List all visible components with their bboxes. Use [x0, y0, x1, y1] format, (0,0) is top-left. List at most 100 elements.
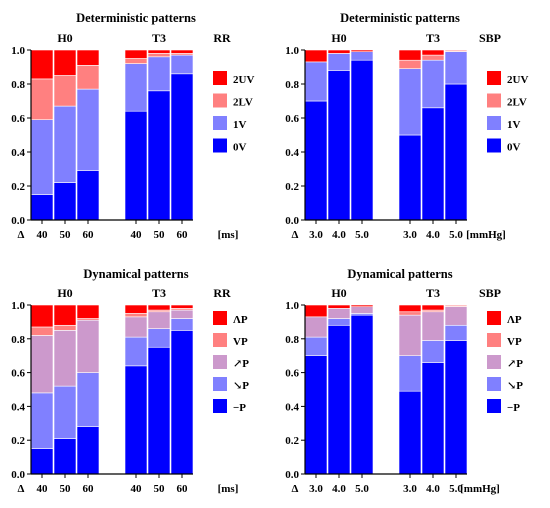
bar-segment-1V-3	[350, 51, 374, 61]
unit-label: [mmHg]	[460, 483, 500, 495]
bar-segment-P-1	[304, 336, 328, 356]
legend-label-4: ↘P	[233, 380, 249, 392]
bar-segment-P-6	[170, 304, 194, 309]
x-tick-label: 60	[177, 483, 189, 495]
bar-segment-2LV-5	[421, 54, 445, 61]
bar-segment-P-1	[304, 304, 328, 318]
bar-segment-2UV-1	[30, 49, 54, 80]
bar-segment-P-6	[444, 306, 468, 326]
legend-label-1: ΛP	[507, 314, 522, 326]
x-tick-label: 5.0	[355, 229, 369, 241]
bar-segment-VP-4	[124, 313, 148, 318]
bar-segment-2UV-3	[76, 49, 100, 66]
bar-segment-1V-3	[76, 88, 100, 171]
bar-segment-P-5	[421, 304, 445, 311]
x-tick-label: 3.0	[403, 483, 417, 495]
x-tick-label: 40	[131, 229, 143, 241]
bar-segment-P-4	[398, 314, 422, 357]
y-tick-label: 1.0	[285, 45, 299, 57]
y-tick-label: 0.0	[285, 215, 299, 227]
chart-panel-3: Dynamical patterns H0 T3 RR 0.0 0.2 0.4 0.6 0.8 1…	[11, 267, 249, 495]
y-tick-label: 0.2	[285, 435, 299, 447]
y-tick-label: 0.2	[285, 181, 299, 193]
bar-segment-P-1	[30, 304, 54, 328]
delta-label: Δ	[292, 483, 299, 495]
x-tick-label: 40	[37, 229, 49, 241]
group-label-h0: H0	[57, 286, 72, 300]
bar-segment-1V-4	[398, 68, 422, 136]
legend-label-2: 2LV	[507, 97, 527, 109]
y-tick-label: 0.4	[285, 147, 299, 159]
group-label-h0: H0	[57, 31, 72, 45]
legend-label-5: −P	[507, 402, 520, 414]
x-tick-label: 5.0	[449, 229, 463, 241]
y-tick-label: 0.8	[11, 79, 25, 91]
legend-label-3: ↗P	[507, 358, 523, 370]
bar-segment-P-6	[170, 309, 194, 319]
bar-segment-2UV-2	[327, 49, 351, 54]
group-label-t3: T3	[426, 286, 440, 300]
bar-segment-2LV-4	[398, 59, 422, 70]
y-tick-label: 0.8	[11, 334, 25, 346]
legend-swatch-2	[487, 93, 501, 108]
bar-segment-VP-2	[53, 324, 77, 331]
legend-label-1: ΛP	[233, 314, 248, 326]
delta-label: Δ	[18, 483, 25, 495]
legend-label-1: 2UV	[507, 74, 528, 86]
y-tick-label: 1.0	[285, 300, 299, 312]
bar-segment-2UV-2	[53, 49, 77, 76]
bar-segment-1V-5	[421, 59, 445, 109]
group-label-h0: H0	[331, 31, 346, 45]
bar-segment-1V-5	[147, 56, 171, 92]
bar-segment-P-6	[170, 330, 194, 475]
legend-swatch-4	[487, 377, 501, 391]
bar-segment-0V-3	[76, 170, 100, 221]
x-tick-label: 50	[154, 229, 166, 241]
legend-label-2: VP	[233, 336, 248, 348]
bar-segment-0V-6	[444, 83, 468, 221]
y-tick-label: 0.0	[11, 215, 25, 227]
bar-segment-P-1	[304, 355, 328, 475]
x-tick-label: 60	[177, 229, 189, 241]
legend-label-1: 2UV	[233, 74, 254, 86]
legend-label-3: 1V	[507, 119, 521, 131]
bar-segment-0V-4	[398, 134, 422, 221]
signal-label: SBP	[479, 31, 501, 45]
y-tick-label: 0.6	[11, 113, 25, 125]
bar-segment-2UV-1	[304, 49, 328, 63]
bar-segment-P-2	[53, 438, 77, 475]
y-tick-label: 0.0	[285, 469, 299, 481]
bar-segment-2UV-6	[170, 49, 194, 54]
x-tick-label: 50	[154, 483, 166, 495]
bar-segment-2UV-6	[444, 49, 468, 52]
bar-segment-1V-2	[327, 53, 351, 71]
signal-label: SBP	[479, 286, 501, 300]
bar-segment-P-1	[30, 448, 54, 475]
x-tick-label: 5.0	[449, 483, 463, 495]
y-tick-label: 1.0	[11, 45, 25, 57]
bar-segment-2LV-5	[147, 53, 171, 58]
x-tick-label: 3.0	[309, 483, 323, 495]
y-tick-label: 0.4	[285, 401, 299, 413]
bar-segment-P-3	[350, 306, 374, 314]
legend-swatch-1	[213, 311, 227, 325]
unit-label: [ms]	[218, 229, 239, 241]
bar-segment-2LV-2	[53, 75, 77, 107]
bar-segment-1V-4	[124, 63, 148, 112]
y-tick-label: 0.6	[11, 368, 25, 380]
y-tick-label: 0.4	[11, 147, 25, 159]
bar-segment-VP-1	[30, 326, 54, 336]
bar-segment-2LV-4	[124, 58, 148, 64]
bar-segment-P-5	[147, 311, 171, 329]
signal-label: RR	[213, 31, 231, 45]
bar-segment-P-5	[147, 346, 171, 475]
group-label-t3: T3	[426, 31, 440, 45]
legend-label-3: ↗P	[233, 358, 249, 370]
bar-segment-1V-1	[30, 119, 54, 195]
bar-segment-P-5	[421, 340, 445, 363]
y-tick-label: 0.6	[285, 113, 299, 125]
x-tick-label: 3.0	[403, 229, 417, 241]
delta-label: Δ	[292, 229, 299, 241]
bar-segment-P-2	[53, 304, 77, 326]
